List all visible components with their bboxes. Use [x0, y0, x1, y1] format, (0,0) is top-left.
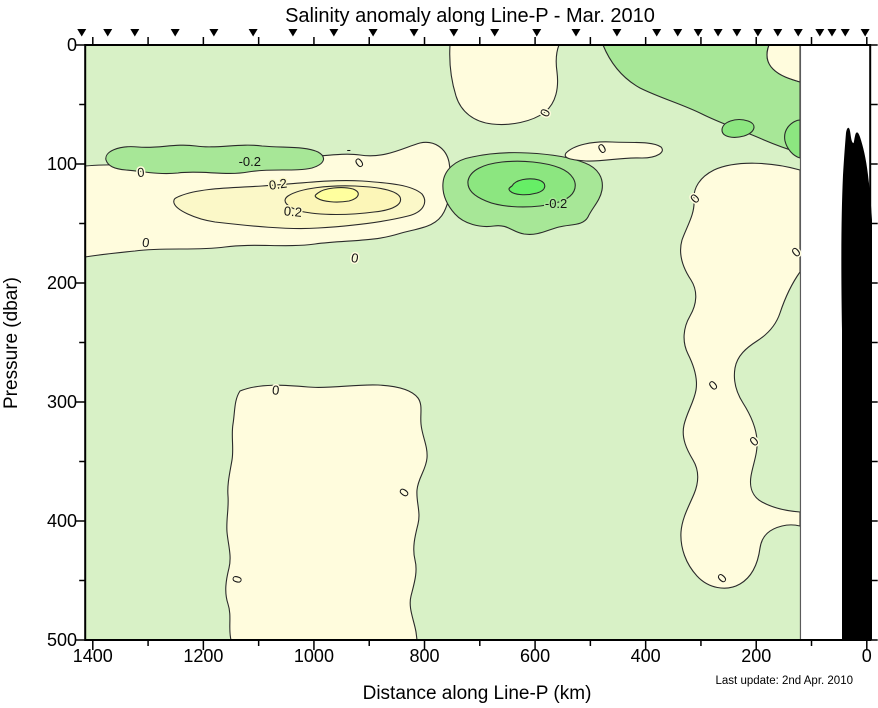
- station-marker-icon: [329, 29, 339, 37]
- contour-fill-regions: [84, 44, 872, 641]
- x-tick-label: 600: [520, 646, 550, 666]
- x-tick-label: 1000: [294, 646, 334, 666]
- station-marker-icon: [673, 29, 683, 37]
- y-tick-label: 300: [47, 392, 77, 412]
- x-tick-label: 800: [409, 646, 439, 666]
- station-marker-icon: [732, 29, 742, 37]
- x-tick-label: 0: [862, 646, 872, 666]
- chart-title: Salinity anomaly along Line-P - Mar. 201…: [285, 5, 655, 27]
- station-marker-icon: [815, 29, 825, 37]
- y-tick-label: 400: [47, 511, 77, 531]
- station-marker-icon: [713, 29, 723, 37]
- station-markers: [77, 29, 870, 37]
- x-tick-label: 1200: [183, 646, 223, 666]
- station-marker-icon: [170, 29, 180, 37]
- x-tick-label: 400: [631, 646, 661, 666]
- station-marker-icon: [773, 29, 783, 37]
- station-marker-icon: [860, 29, 870, 37]
- station-marker-icon: [612, 29, 622, 37]
- axes-and-ticks: 1400 1200 1000 800 600 400 200 0 0 100 200 300 400 50…: [47, 35, 878, 666]
- contour-region-negative-surface-band-blob: [721, 119, 755, 138]
- y-tick-label: 200: [47, 273, 77, 293]
- contour-region-negative-band-west: [105, 144, 325, 175]
- x-axis-title: Distance along Line-P (km): [363, 683, 592, 704]
- contour-region-negative-cell-mid-core: [508, 178, 546, 196]
- station-marker-icon: [288, 29, 298, 37]
- contour-region-positive-deep-cell-west: [225, 384, 428, 641]
- y-tick-label: 100: [47, 154, 77, 174]
- station-marker-icon: [693, 29, 703, 37]
- station-marker-icon: [77, 29, 87, 37]
- station-marker-icon: [209, 29, 219, 37]
- station-marker-icon: [753, 29, 763, 37]
- contour-label: 0: [272, 382, 281, 398]
- last-update-note: Last update: 2nd Apr. 2010: [716, 675, 853, 687]
- contour-region-positive-surface-cell: [449, 44, 560, 126]
- station-marker-icon: [368, 29, 378, 37]
- contour-region-negative-surface-band-edge-blob: [784, 119, 801, 159]
- station-marker-icon: [409, 29, 419, 37]
- station-marker-icon: [652, 29, 662, 37]
- contour-label: -: [347, 142, 351, 157]
- bathymetry-silhouette: [841, 127, 872, 641]
- station-marker-icon: [130, 29, 140, 37]
- y-tick-label: 500: [47, 630, 77, 650]
- contour-region-positive-column-east: [680, 162, 801, 589]
- station-marker-icon: [827, 29, 837, 37]
- contour-label: -0.2: [545, 196, 567, 211]
- station-marker-icon: [571, 29, 581, 37]
- station-marker-icon: [490, 29, 500, 37]
- contour-label: 0: [137, 165, 146, 181]
- contour-region-positive-corner-notch: [766, 44, 801, 83]
- y-axis-title: Pressure (dbar): [1, 277, 22, 409]
- contour-label: 0.2: [283, 203, 302, 220]
- x-tick-label: 200: [741, 646, 771, 666]
- station-marker-icon: [449, 29, 459, 37]
- contour-label: -0.2: [239, 154, 261, 169]
- contour-region-positive-band-west-core: [314, 187, 359, 203]
- contour-label: 0.2: [268, 176, 288, 193]
- station-marker-icon: [103, 29, 113, 37]
- station-marker-icon: [248, 29, 258, 37]
- x-tick-label: 1400: [73, 646, 113, 666]
- station-marker-icon: [532, 29, 542, 37]
- contour-region-positive-sliver-mid: [564, 141, 663, 162]
- y-tick-label: 0: [67, 35, 77, 55]
- station-marker-icon: [840, 29, 850, 37]
- station-marker-icon: [793, 29, 803, 37]
